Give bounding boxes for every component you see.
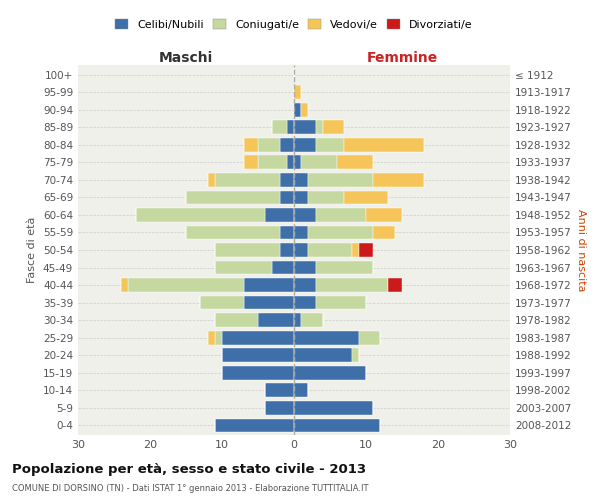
Text: Femmine: Femmine	[367, 51, 437, 65]
Bar	[294, 296, 316, 310]
Bar	[200, 296, 244, 310]
Bar	[222, 348, 294, 362]
Bar	[128, 278, 244, 292]
Bar	[294, 348, 352, 362]
Y-axis label: Fasce di età: Fasce di età	[28, 217, 37, 283]
Bar	[208, 173, 215, 186]
Bar	[294, 366, 366, 380]
Text: COMUNE DI DORSINO (TN) - Dati ISTAT 1° gennaio 2013 - Elaborazione TUTTITALIA.IT: COMUNE DI DORSINO (TN) - Dati ISTAT 1° g…	[12, 484, 368, 493]
Bar	[244, 278, 294, 292]
Bar	[222, 366, 294, 380]
Bar	[294, 331, 359, 344]
Bar	[337, 156, 373, 169]
Bar	[244, 156, 258, 169]
Bar	[208, 331, 215, 344]
Bar	[215, 260, 272, 274]
Bar	[373, 226, 395, 239]
Bar	[294, 120, 316, 134]
Text: Popolazione per età, sesso e stato civile - 2013: Popolazione per età, sesso e stato civil…	[12, 462, 366, 475]
Bar	[344, 190, 388, 204]
Bar	[215, 418, 294, 432]
Bar	[308, 173, 373, 186]
Bar	[294, 208, 316, 222]
Bar	[294, 401, 373, 414]
Bar	[352, 243, 359, 257]
Bar	[287, 120, 294, 134]
Bar	[265, 401, 294, 414]
Bar	[352, 348, 359, 362]
Bar	[280, 190, 294, 204]
Bar	[258, 138, 280, 151]
Bar	[272, 120, 287, 134]
Bar	[359, 331, 380, 344]
Bar	[316, 120, 323, 134]
Bar	[359, 243, 373, 257]
Bar	[308, 243, 352, 257]
Bar	[294, 418, 380, 432]
Bar	[294, 86, 301, 99]
Bar	[280, 173, 294, 186]
Bar	[316, 138, 344, 151]
Bar	[215, 243, 280, 257]
Bar	[316, 260, 373, 274]
Bar	[294, 156, 301, 169]
Bar	[222, 331, 294, 344]
Bar	[301, 103, 308, 117]
Bar	[280, 226, 294, 239]
Bar	[244, 296, 294, 310]
Bar	[121, 278, 128, 292]
Bar	[373, 173, 424, 186]
Bar	[301, 156, 337, 169]
Bar	[280, 243, 294, 257]
Bar	[186, 226, 280, 239]
Bar	[215, 331, 222, 344]
Bar	[244, 138, 258, 151]
Bar	[316, 208, 366, 222]
Bar	[344, 138, 424, 151]
Bar	[294, 190, 308, 204]
Bar	[215, 314, 258, 327]
Bar	[136, 208, 265, 222]
Bar	[308, 226, 373, 239]
Y-axis label: Anni di nascita: Anni di nascita	[575, 209, 586, 291]
Bar	[301, 314, 323, 327]
Bar	[388, 278, 402, 292]
Bar	[294, 226, 308, 239]
Bar	[294, 173, 308, 186]
Text: Maschi: Maschi	[159, 51, 213, 65]
Bar	[258, 314, 294, 327]
Bar	[215, 173, 280, 186]
Bar	[294, 243, 308, 257]
Bar	[294, 138, 316, 151]
Bar	[323, 120, 344, 134]
Bar	[186, 190, 280, 204]
Bar	[316, 278, 388, 292]
Bar	[294, 314, 301, 327]
Bar	[366, 208, 402, 222]
Bar	[294, 384, 308, 397]
Bar	[272, 260, 294, 274]
Bar	[294, 260, 316, 274]
Bar	[294, 278, 316, 292]
Bar	[287, 156, 294, 169]
Bar	[294, 103, 301, 117]
Bar	[316, 296, 366, 310]
Bar	[308, 190, 344, 204]
Bar	[280, 138, 294, 151]
Legend: Celibi/Nubili, Coniugati/e, Vedovi/e, Divorziati/e: Celibi/Nubili, Coniugati/e, Vedovi/e, Di…	[115, 19, 473, 30]
Bar	[265, 384, 294, 397]
Bar	[258, 156, 287, 169]
Bar	[265, 208, 294, 222]
